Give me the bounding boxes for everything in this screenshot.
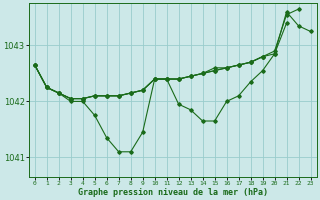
X-axis label: Graphe pression niveau de la mer (hPa): Graphe pression niveau de la mer (hPa) [78, 188, 268, 197]
